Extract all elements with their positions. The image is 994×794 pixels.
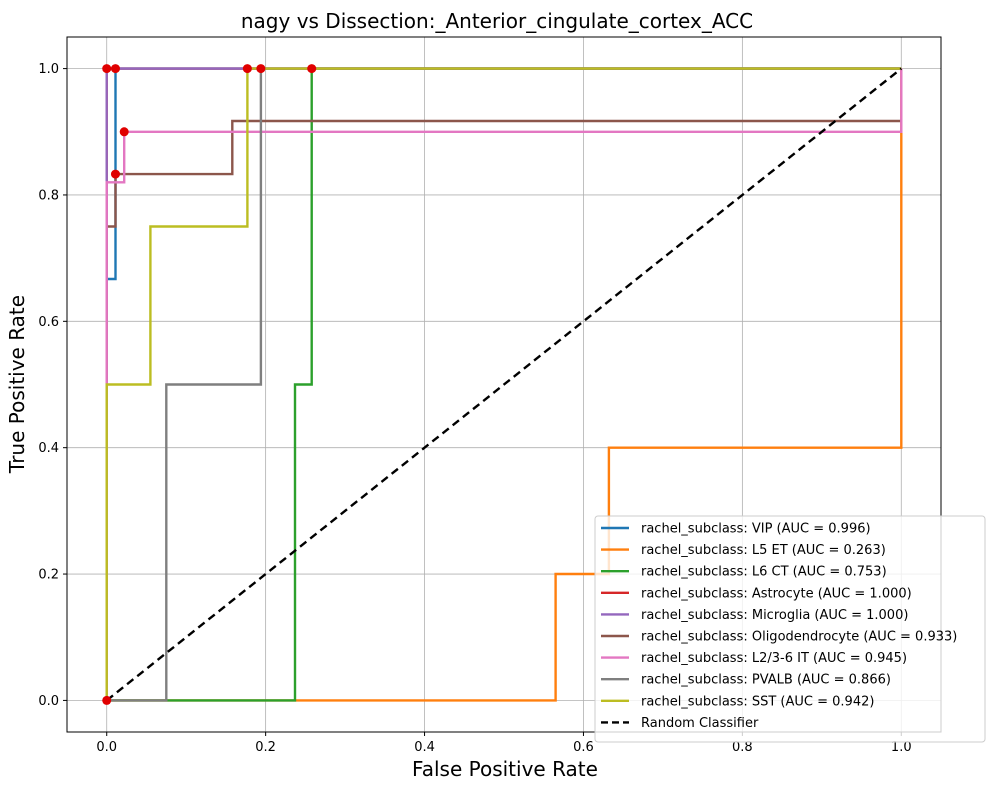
optimal-threshold-point	[256, 64, 266, 74]
legend-label: rachel_subclass: Microglia (AUC = 1.000)	[641, 608, 908, 623]
legend-label: rachel_subclass: PVALB (AUC = 0.866)	[641, 673, 891, 688]
x-tick-label: 0.6	[573, 740, 594, 755]
legend: rachel_subclass: VIP (AUC = 0.996) rachel…	[594, 515, 986, 743]
optimal-threshold-point	[307, 64, 317, 74]
legend-label: rachel_subclass: Astrocyte (AUC = 1.000)	[641, 586, 912, 601]
x-tick-label: 0.2	[255, 740, 276, 755]
legend-label: rachel_subclass: VIP (AUC = 0.996)	[641, 522, 871, 537]
y-tick-label: 0.6	[38, 315, 59, 330]
legend-label: rachel_subclass: SST (AUC = 0.942)	[641, 694, 874, 709]
grid	[67, 37, 941, 732]
legend-label: rachel_subclass: Oligodendrocyte (AUC = …	[641, 630, 957, 645]
y-tick-label: 0.8	[38, 188, 59, 203]
legend-label: rachel_subclass: L6 CT (AUC = 0.753)	[641, 565, 887, 580]
axis-ticks: 0.0 0.2 0.4 0.6 0.8 1.0 0.0 0.2 0.4 0.6 0.8 1.0	[38, 62, 911, 755]
legend-label: rachel_subclass: L2/3-6 IT (AUC = 0.945)	[641, 651, 907, 666]
x-tick-label: 0.0	[96, 740, 117, 755]
y-tick-label: 0.4	[38, 441, 59, 456]
x-tick-label: 1.0	[891, 740, 912, 755]
x-tick-label: 0.8	[732, 740, 753, 755]
legend-label: rachel_subclass: L5 ET (AUC = 0.263)	[641, 543, 886, 558]
optimal-threshold-point	[110, 64, 120, 74]
y-tick-label: 1.0	[38, 62, 59, 77]
random-classifier-line	[105, 67, 903, 702]
legend-box	[594, 515, 986, 743]
optimal-threshold-point	[102, 64, 112, 74]
x-tick-label: 0.4	[414, 740, 435, 755]
optimal-threshold-point	[242, 64, 252, 74]
optimal-points	[102, 64, 317, 705]
x-axis-label: False Positive Rate	[412, 757, 598, 781]
y-tick-label: 0.0	[38, 694, 59, 709]
y-tick-label: 0.2	[38, 568, 59, 583]
roc-curve	[105, 68, 903, 701]
optimal-threshold-point	[110, 169, 120, 179]
plot-frame	[66, 36, 942, 733]
optimal-threshold-point	[119, 127, 129, 137]
chart-title: nagy vs Dissection:_Anterior_cingulate_c…	[241, 9, 753, 33]
optimal-threshold-point	[102, 695, 112, 705]
legend-label: Random Classifier	[641, 716, 759, 731]
y-axis-label: True Positive Rate	[5, 295, 29, 474]
